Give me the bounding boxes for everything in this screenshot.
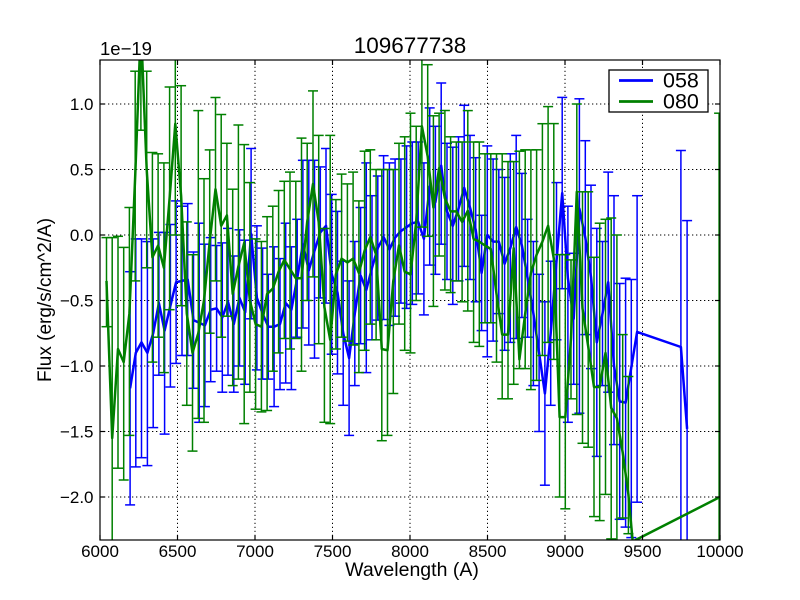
svg-text:9500: 9500 [624, 542, 662, 561]
svg-text:−1.0: −1.0 [60, 357, 94, 376]
svg-text:Flux (erg/s/cm^2/A): Flux (erg/s/cm^2/A) [35, 218, 56, 382]
svg-text:6500: 6500 [159, 542, 197, 561]
svg-text:10000: 10000 [696, 542, 743, 561]
svg-text:0.0: 0.0 [70, 226, 94, 245]
svg-text:0.5: 0.5 [70, 161, 94, 180]
svg-text:8000: 8000 [391, 542, 429, 561]
svg-text:6000: 6000 [81, 542, 119, 561]
svg-text:1e−19: 1e−19 [100, 38, 152, 59]
svg-text:8500: 8500 [469, 542, 507, 561]
svg-text:Wavelength (A): Wavelength (A) [345, 559, 479, 581]
svg-text:9000: 9000 [546, 542, 584, 561]
svg-text:−1.5: −1.5 [60, 423, 94, 442]
svg-text:109677738: 109677738 [354, 33, 467, 58]
svg-text:−2.0: −2.0 [60, 488, 94, 507]
svg-text:7500: 7500 [314, 542, 352, 561]
svg-text:7000: 7000 [236, 542, 274, 561]
svg-text:080: 080 [663, 90, 699, 114]
svg-text:058: 058 [663, 69, 699, 93]
svg-text:1.0: 1.0 [70, 95, 94, 114]
svg-text:−0.5: −0.5 [60, 292, 94, 311]
